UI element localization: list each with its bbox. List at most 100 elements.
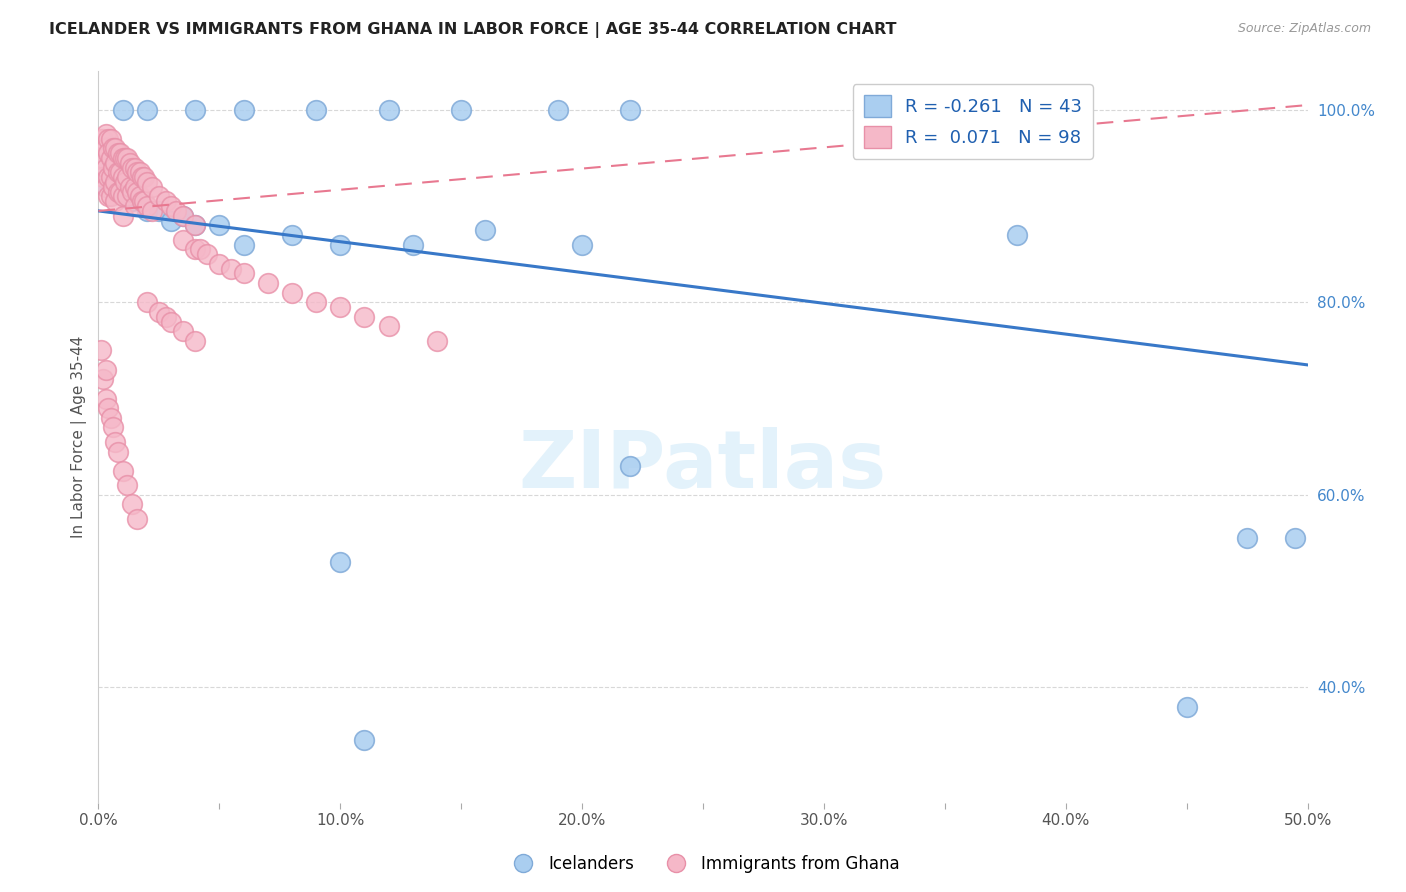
Point xyxy=(135,295,157,310)
Point xyxy=(100,132,122,146)
Point xyxy=(165,203,187,218)
Point xyxy=(121,185,143,199)
Point xyxy=(91,132,114,146)
Point xyxy=(1284,531,1306,545)
Point xyxy=(281,227,304,242)
Point xyxy=(94,141,117,155)
Point xyxy=(172,209,194,223)
Point xyxy=(121,161,143,175)
Point xyxy=(117,478,139,492)
Point xyxy=(107,444,129,458)
Point xyxy=(108,146,131,161)
Point xyxy=(97,146,120,161)
Point xyxy=(101,420,124,434)
Point xyxy=(124,199,146,213)
Point xyxy=(101,179,124,194)
Point xyxy=(135,199,157,213)
Point xyxy=(141,179,163,194)
Point xyxy=(329,300,352,314)
Point xyxy=(101,170,124,185)
Point xyxy=(97,170,120,185)
Point xyxy=(547,103,569,117)
Point xyxy=(94,392,117,406)
Point xyxy=(97,401,120,416)
Point xyxy=(160,213,183,227)
Point xyxy=(111,189,134,203)
Point xyxy=(184,103,207,117)
Point xyxy=(107,165,129,179)
Point xyxy=(114,175,136,189)
Point xyxy=(124,179,146,194)
Point xyxy=(104,179,127,194)
Point xyxy=(107,146,129,161)
Point xyxy=(100,189,122,203)
Point xyxy=(208,219,231,233)
Point xyxy=(127,512,149,526)
Point xyxy=(101,161,124,175)
Point xyxy=(94,179,117,194)
Point xyxy=(124,161,146,175)
Text: ZIPatlas: ZIPatlas xyxy=(519,427,887,506)
Point xyxy=(111,209,134,223)
Point xyxy=(155,194,177,209)
Point xyxy=(128,189,150,203)
Point xyxy=(474,223,496,237)
Point xyxy=(184,219,207,233)
Point xyxy=(100,151,122,165)
Point xyxy=(108,165,131,179)
Point xyxy=(184,219,207,233)
Point xyxy=(111,151,134,165)
Point xyxy=(281,285,304,300)
Point xyxy=(141,203,163,218)
Point xyxy=(402,237,425,252)
Point xyxy=(305,295,328,310)
Point xyxy=(232,103,254,117)
Point xyxy=(108,185,131,199)
Point xyxy=(155,310,177,324)
Point xyxy=(172,209,194,223)
Point xyxy=(134,194,156,209)
Point xyxy=(184,334,207,348)
Point xyxy=(108,175,131,189)
Point xyxy=(1007,227,1029,242)
Point xyxy=(377,319,399,334)
Point xyxy=(148,189,170,203)
Point xyxy=(100,170,122,185)
Point xyxy=(148,203,170,218)
Point xyxy=(232,237,254,252)
Point xyxy=(118,179,141,194)
Point xyxy=(91,170,114,185)
Point xyxy=(117,189,139,203)
Point xyxy=(329,237,352,252)
Point xyxy=(94,127,117,141)
Y-axis label: In Labor Force | Age 35-44: In Labor Force | Age 35-44 xyxy=(72,336,87,538)
Point xyxy=(208,257,231,271)
Point xyxy=(90,151,112,165)
Point xyxy=(101,141,124,155)
Point xyxy=(94,179,117,194)
Point xyxy=(104,141,127,155)
Point xyxy=(100,410,122,425)
Point xyxy=(1236,531,1258,545)
Point xyxy=(619,458,641,473)
Point xyxy=(571,237,593,252)
Point xyxy=(94,362,117,376)
Point xyxy=(426,334,449,348)
Point xyxy=(184,243,207,257)
Point xyxy=(91,151,114,165)
Point xyxy=(160,199,183,213)
Point xyxy=(111,464,134,478)
Point xyxy=(127,189,149,203)
Legend: R = -0.261   N = 43, R =  0.071   N = 98: R = -0.261 N = 43, R = 0.071 N = 98 xyxy=(853,84,1092,159)
Point xyxy=(135,203,157,218)
Point xyxy=(188,243,211,257)
Point xyxy=(353,310,375,324)
Point xyxy=(127,185,149,199)
Point xyxy=(104,434,127,449)
Point xyxy=(111,170,134,185)
Point xyxy=(353,733,375,747)
Point xyxy=(91,372,114,386)
Point xyxy=(91,170,114,185)
Point xyxy=(131,170,153,185)
Point xyxy=(131,194,153,209)
